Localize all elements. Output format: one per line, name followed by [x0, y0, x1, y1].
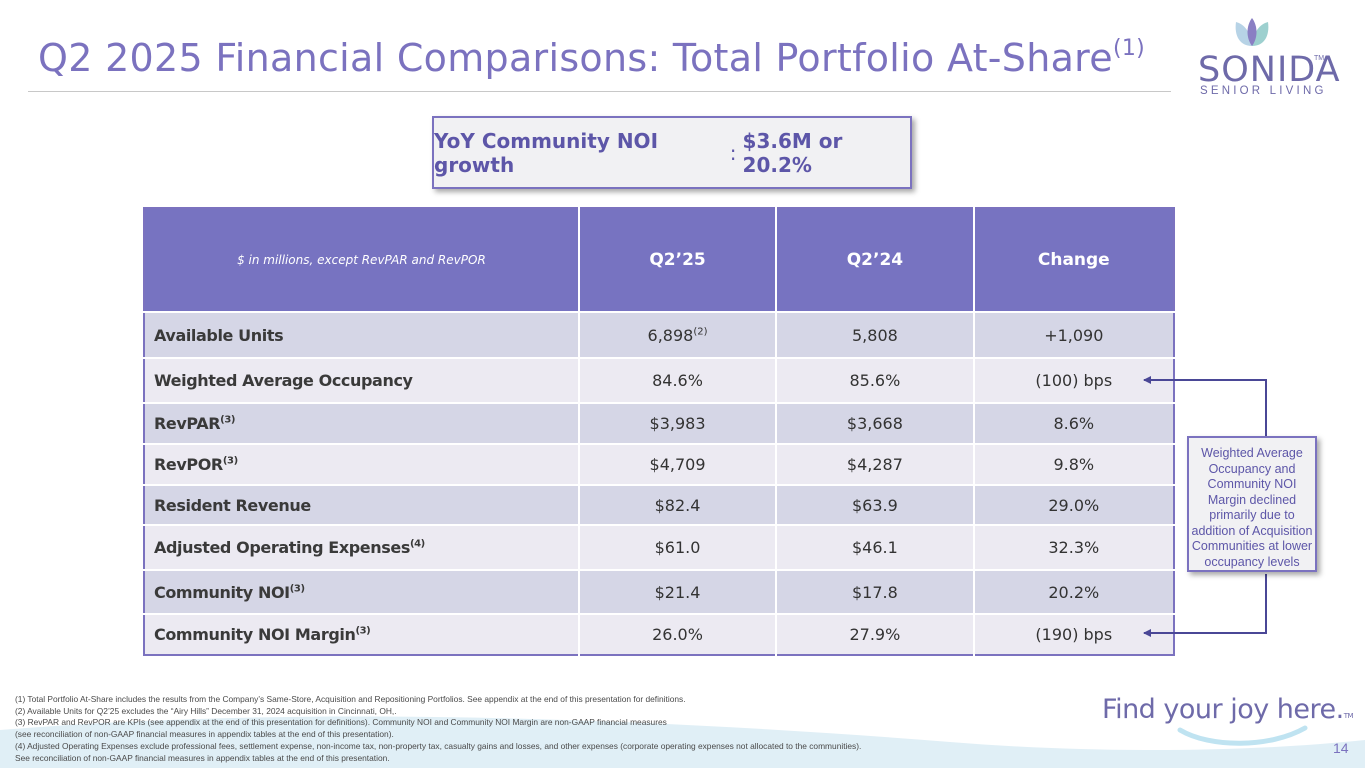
title-divider [28, 91, 1171, 92]
logo-wordmark: SONIDA [1198, 50, 1341, 90]
table-row: Weighted Average Occupancy 84.6% 85.6% (… [144, 357, 1174, 403]
footnote: See reconciliation of non-GAAP financial… [15, 752, 390, 763]
cell-change: 20.2% [973, 569, 1174, 614]
cell-q2-25: $21.4 [578, 569, 778, 614]
table-row: RevPOR(3) $4,709 $4,287 9.8% [144, 443, 1174, 485]
cell-q2-24: $63.9 [776, 484, 975, 525]
cell-change: 9.8% [973, 443, 1174, 485]
table-row: Community NOI(3) $21.4 $17.8 20.2% [144, 569, 1174, 614]
callout-value: $3.6M or 20.2% [742, 128, 843, 177]
cell-q2-24: 5,808 [776, 311, 975, 358]
table-row: Available Units 6,898(2) 5,808 +1,090 [144, 311, 1174, 358]
table-row: Community NOI Margin(3) 26.0% 27.9% (190… [144, 613, 1174, 655]
wave-band [0, 716, 1365, 768]
cell-q2-24: $46.1 [776, 524, 975, 570]
row-label: Available Units [144, 311, 580, 358]
footnote: (1) Total Portfolio At-Share includes th… [15, 694, 686, 704]
callout-label: YoY Community NOI growth [434, 128, 659, 177]
cell-q2-24: 85.6% [776, 357, 975, 403]
cell-q2-25: $82.4 [578, 484, 778, 525]
row-label: Resident Revenue [144, 484, 580, 525]
table-row: Adjusted Operating Expenses(4) $61.0 $46… [144, 524, 1174, 570]
cell-q2-24: 27.9% [776, 613, 975, 655]
occupancy-note-box: Weighted Average Occupancy and Community… [1187, 436, 1317, 572]
cell-q2-24: $4,287 [776, 443, 975, 485]
cell-change: 29.0% [973, 484, 1174, 525]
row-label: Community NOI(3) [144, 569, 580, 614]
row-label: RevPOR(3) [144, 443, 580, 485]
footnote: (3) RevPAR and RevPOR are KPIs (see appe… [15, 717, 667, 728]
logo-subtitle: SENIOR LIVING [1200, 85, 1327, 97]
cell-change: (100) bps [973, 357, 1174, 403]
row-label: RevPAR(3) [144, 402, 580, 444]
cell-q2-25: $3,983 [578, 402, 778, 444]
callout-colon: : [729, 140, 737, 165]
header-note: $ in millions, except RevPAR and RevPOR [144, 208, 580, 312]
financial-comparison-table: $ in millions, except RevPAR and RevPOR … [143, 207, 1175, 656]
page-number: 14 [1333, 740, 1349, 756]
footnote: (4) Adjusted Operating Expenses exclude … [15, 740, 862, 751]
row-label: Weighted Average Occupancy [144, 357, 580, 403]
cell-q2-25: 26.0% [578, 613, 778, 655]
cell-q2-25: 6,898(2) [578, 311, 778, 358]
sonida-logo: SONIDA TM SENIOR LIVING [1195, 16, 1340, 102]
col-header-q2-24: Q2’24 [776, 208, 975, 312]
cell-q2-24: $17.8 [776, 569, 975, 614]
cell-change: 8.6% [973, 402, 1174, 444]
cell-change: 32.3% [973, 524, 1174, 570]
noi-growth-callout: YoY Community NOI growth: $3.6M or 20.2% [432, 116, 912, 189]
page-title: Q2 2025 Financial Comparisons: Total Por… [38, 36, 1146, 80]
footnote: (see reconciliation of non-GAAP financia… [15, 729, 394, 740]
cell-q2-24: $3,668 [776, 402, 975, 444]
col-header-change: Change [973, 208, 1174, 312]
cell-q2-25: 84.6% [578, 357, 778, 403]
brand-tagline: Find your joy here.TM [1102, 694, 1354, 725]
logo-trademark: TM [1314, 55, 1325, 62]
table-row: Resident Revenue $82.4 $63.9 29.0% [144, 484, 1174, 525]
cell-change: (190) bps [973, 613, 1174, 655]
table-row: RevPAR(3) $3,983 $3,668 8.6% [144, 402, 1174, 444]
cell-q2-25: $4,709 [578, 443, 778, 485]
row-label: Community NOI Margin(3) [144, 613, 580, 655]
table-header-row: $ in millions, except RevPAR and RevPOR … [144, 208, 1174, 312]
cell-change: +1,090 [973, 311, 1174, 358]
footnote: (2) Available Units for Q2’25 excludes t… [15, 705, 397, 716]
col-header-q2-25: Q2’25 [578, 208, 778, 312]
row-label: Adjusted Operating Expenses(4) [144, 524, 580, 570]
butterfly-leaf-icon [1235, 18, 1269, 46]
cell-q2-25: $61.0 [578, 524, 778, 570]
tagline-swoosh [1177, 725, 1308, 746]
footnotes: (1) Total Portfolio At-Share includes th… [15, 694, 1015, 764]
